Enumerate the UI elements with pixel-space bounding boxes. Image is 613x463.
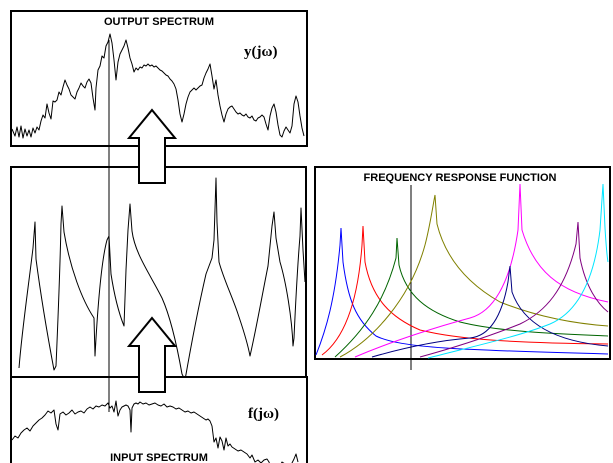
output-spectrum-title: OUTPUT SPECTRUM — [104, 16, 214, 28]
frf-mode-3 — [334, 237, 609, 358]
input-spectrum-curve — [11, 400, 299, 463]
frf-title: FREQUENCY RESPONSE FUNCTION — [364, 172, 557, 184]
frf-mode-curves — [315, 183, 609, 359]
frf-mode-8 — [427, 183, 609, 359]
up-arrow-upper — [126, 108, 178, 184]
output-spectrum-label: y(jω) — [244, 44, 277, 60]
frf-box — [314, 166, 611, 360]
frf-mode-6 — [371, 265, 609, 358]
input-spectrum-title: INPUT SPECTRUM — [110, 452, 208, 463]
frf-mode-2 — [321, 225, 609, 356]
input-spectrum-label: f(jω) — [248, 406, 279, 422]
up-arrow-lower — [126, 316, 178, 393]
output-spectrum-curve — [11, 33, 305, 139]
frf-mode-7 — [419, 221, 609, 358]
frf-panel: FREQUENCY RESPONSE FUNCTION — [314, 166, 611, 370]
system-response-curve — [18, 177, 306, 381]
frf-mode-1 — [315, 227, 609, 356]
frf-mode-5 — [354, 183, 609, 358]
